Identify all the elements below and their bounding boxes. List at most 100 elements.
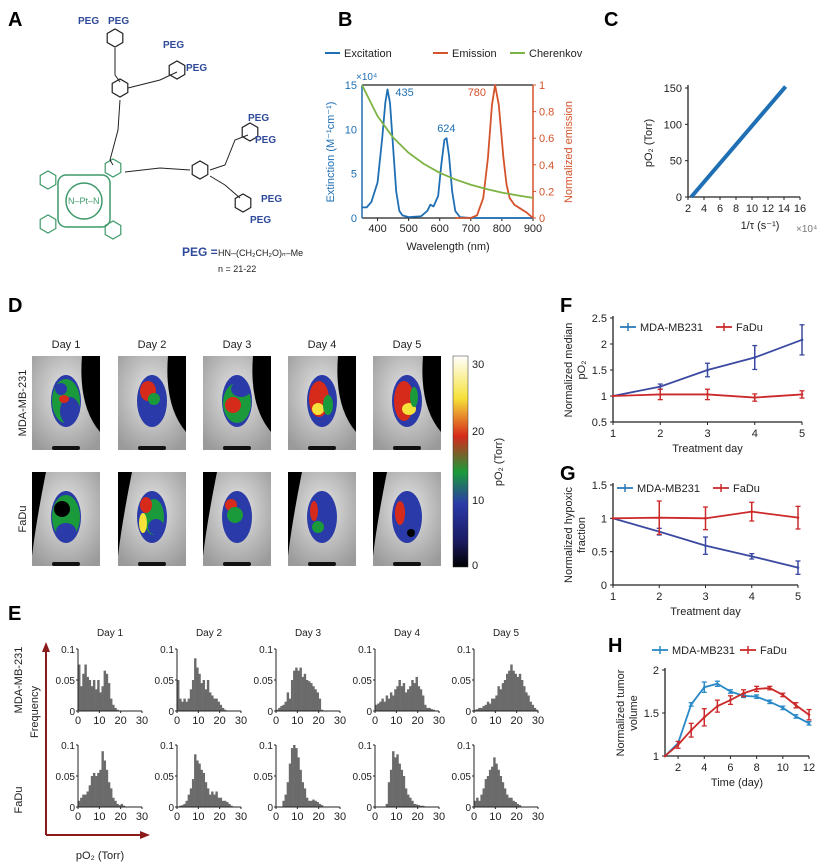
data-point xyxy=(658,385,662,388)
data-point xyxy=(753,396,757,399)
y-tick-label: 0 xyxy=(69,803,75,814)
histogram-bar xyxy=(409,686,412,711)
panel-label-f: F xyxy=(560,295,572,317)
y-tick-label: 0.05 xyxy=(56,772,76,783)
peg-label: PEG xyxy=(255,135,276,146)
data-point xyxy=(716,704,719,708)
po2-map xyxy=(52,379,80,425)
po2-blob xyxy=(148,393,160,405)
y-tick-label-right: 0.2 xyxy=(539,186,554,198)
histogram-bar xyxy=(417,805,421,807)
day-label: Day 2 xyxy=(196,628,223,639)
histogram-bar xyxy=(223,800,227,807)
po2-map xyxy=(310,501,335,533)
data-point xyxy=(768,686,772,690)
data-point xyxy=(729,690,732,693)
x-tick-label: 4 xyxy=(749,591,755,603)
histogram-bar xyxy=(181,805,184,807)
data-point xyxy=(800,393,804,396)
x-tick-label: 0 xyxy=(273,811,279,823)
histogram-bar xyxy=(314,800,317,807)
histogram-bar xyxy=(396,686,399,711)
po2-blob xyxy=(56,523,76,539)
peg-definition-label: PEG = xyxy=(182,245,218,259)
po2-map xyxy=(309,381,333,417)
histogram-bar xyxy=(103,760,107,807)
histogram-bar xyxy=(474,800,477,807)
po2-blob xyxy=(225,397,241,413)
y-tick-label: 100 xyxy=(664,119,682,131)
histogram-bar xyxy=(482,706,485,711)
data-point xyxy=(704,544,707,547)
bonds xyxy=(109,48,249,199)
histogram-bar xyxy=(413,803,416,807)
x-tick-label: 10 xyxy=(489,811,501,823)
peak-annotation: 435 xyxy=(395,87,413,99)
histogram-bar xyxy=(114,707,117,711)
histogram-bar xyxy=(491,698,494,711)
histogram-bar xyxy=(95,776,98,807)
benzene-ring xyxy=(104,220,122,240)
legend-mda-mb231: MDA-MB231 xyxy=(672,645,735,657)
histogram-bar xyxy=(387,782,391,807)
histogram-bar xyxy=(228,803,231,807)
histogram-bar xyxy=(88,680,92,711)
y-tick-label: 50 xyxy=(670,156,682,168)
x-tick-label: 1 xyxy=(610,591,616,603)
po2-map xyxy=(223,381,251,423)
histogram-bar xyxy=(299,769,302,807)
histogram-bar xyxy=(204,782,208,807)
y-tick-label: 0.1 xyxy=(259,645,273,656)
histogram-bar xyxy=(474,709,477,711)
histogram-bar xyxy=(312,799,315,807)
x-tick-label: 12 xyxy=(762,203,774,215)
histogram-bar xyxy=(497,686,500,711)
histogram: 0 10 20 30 0 0.05 0.1 Day 1 xyxy=(56,628,149,727)
series-line-excitation xyxy=(362,88,533,219)
row-label-fadu: FaDu xyxy=(13,787,25,814)
histogram-bar xyxy=(402,776,406,807)
histogram: 0 10 20 30 0 0.05 0.1 Day 4 xyxy=(353,628,446,727)
background-shadow xyxy=(203,472,217,556)
histogram-bar xyxy=(320,709,324,711)
arrow-head-icon xyxy=(42,642,50,652)
x-tick-label: 30 xyxy=(433,811,445,823)
y-tick-label: 0 xyxy=(168,707,174,718)
y-tick-label: 0.1 xyxy=(61,741,75,752)
histogram-bar xyxy=(112,797,115,807)
x-axis-label: Treatment day xyxy=(672,443,743,455)
background-shadow xyxy=(52,562,80,566)
y-tick-label: 0.5 xyxy=(592,547,607,559)
x-tick-label: 10 xyxy=(489,715,501,727)
data-point xyxy=(663,754,667,758)
histogram-bar xyxy=(278,707,281,711)
histogram-bar xyxy=(194,658,197,711)
histogram-bar xyxy=(284,701,287,711)
po2-blob xyxy=(231,381,251,397)
histogram-bar xyxy=(310,683,313,711)
benzene-ring xyxy=(111,78,129,98)
histogram-bar xyxy=(518,673,522,711)
histogram-bar xyxy=(209,794,212,807)
po2-map xyxy=(140,381,166,423)
day-label: Day 3 xyxy=(295,628,322,639)
x-tick-label: 14 xyxy=(778,203,790,215)
histogram-bar xyxy=(499,689,503,711)
histogram-bar xyxy=(419,689,423,711)
histogram-bar xyxy=(213,698,216,711)
background-shadow xyxy=(252,356,271,432)
y-tick-label: 0.05 xyxy=(353,676,373,687)
benzene-ring xyxy=(104,158,122,178)
histogram-bar xyxy=(514,802,517,807)
histogram-bar xyxy=(219,797,223,807)
po2-blob xyxy=(60,397,80,425)
series-line-fadu xyxy=(664,687,810,757)
po2-blob xyxy=(395,501,405,525)
legend-emission: Emission xyxy=(452,48,497,60)
histogram-bar xyxy=(191,779,195,807)
y-tick-label-right: 0.8 xyxy=(539,107,554,119)
histogram-bar xyxy=(86,791,89,807)
y-tick-label: 0.05 xyxy=(155,676,175,687)
histogram-bar xyxy=(177,680,180,711)
histogram-bar xyxy=(110,698,113,711)
